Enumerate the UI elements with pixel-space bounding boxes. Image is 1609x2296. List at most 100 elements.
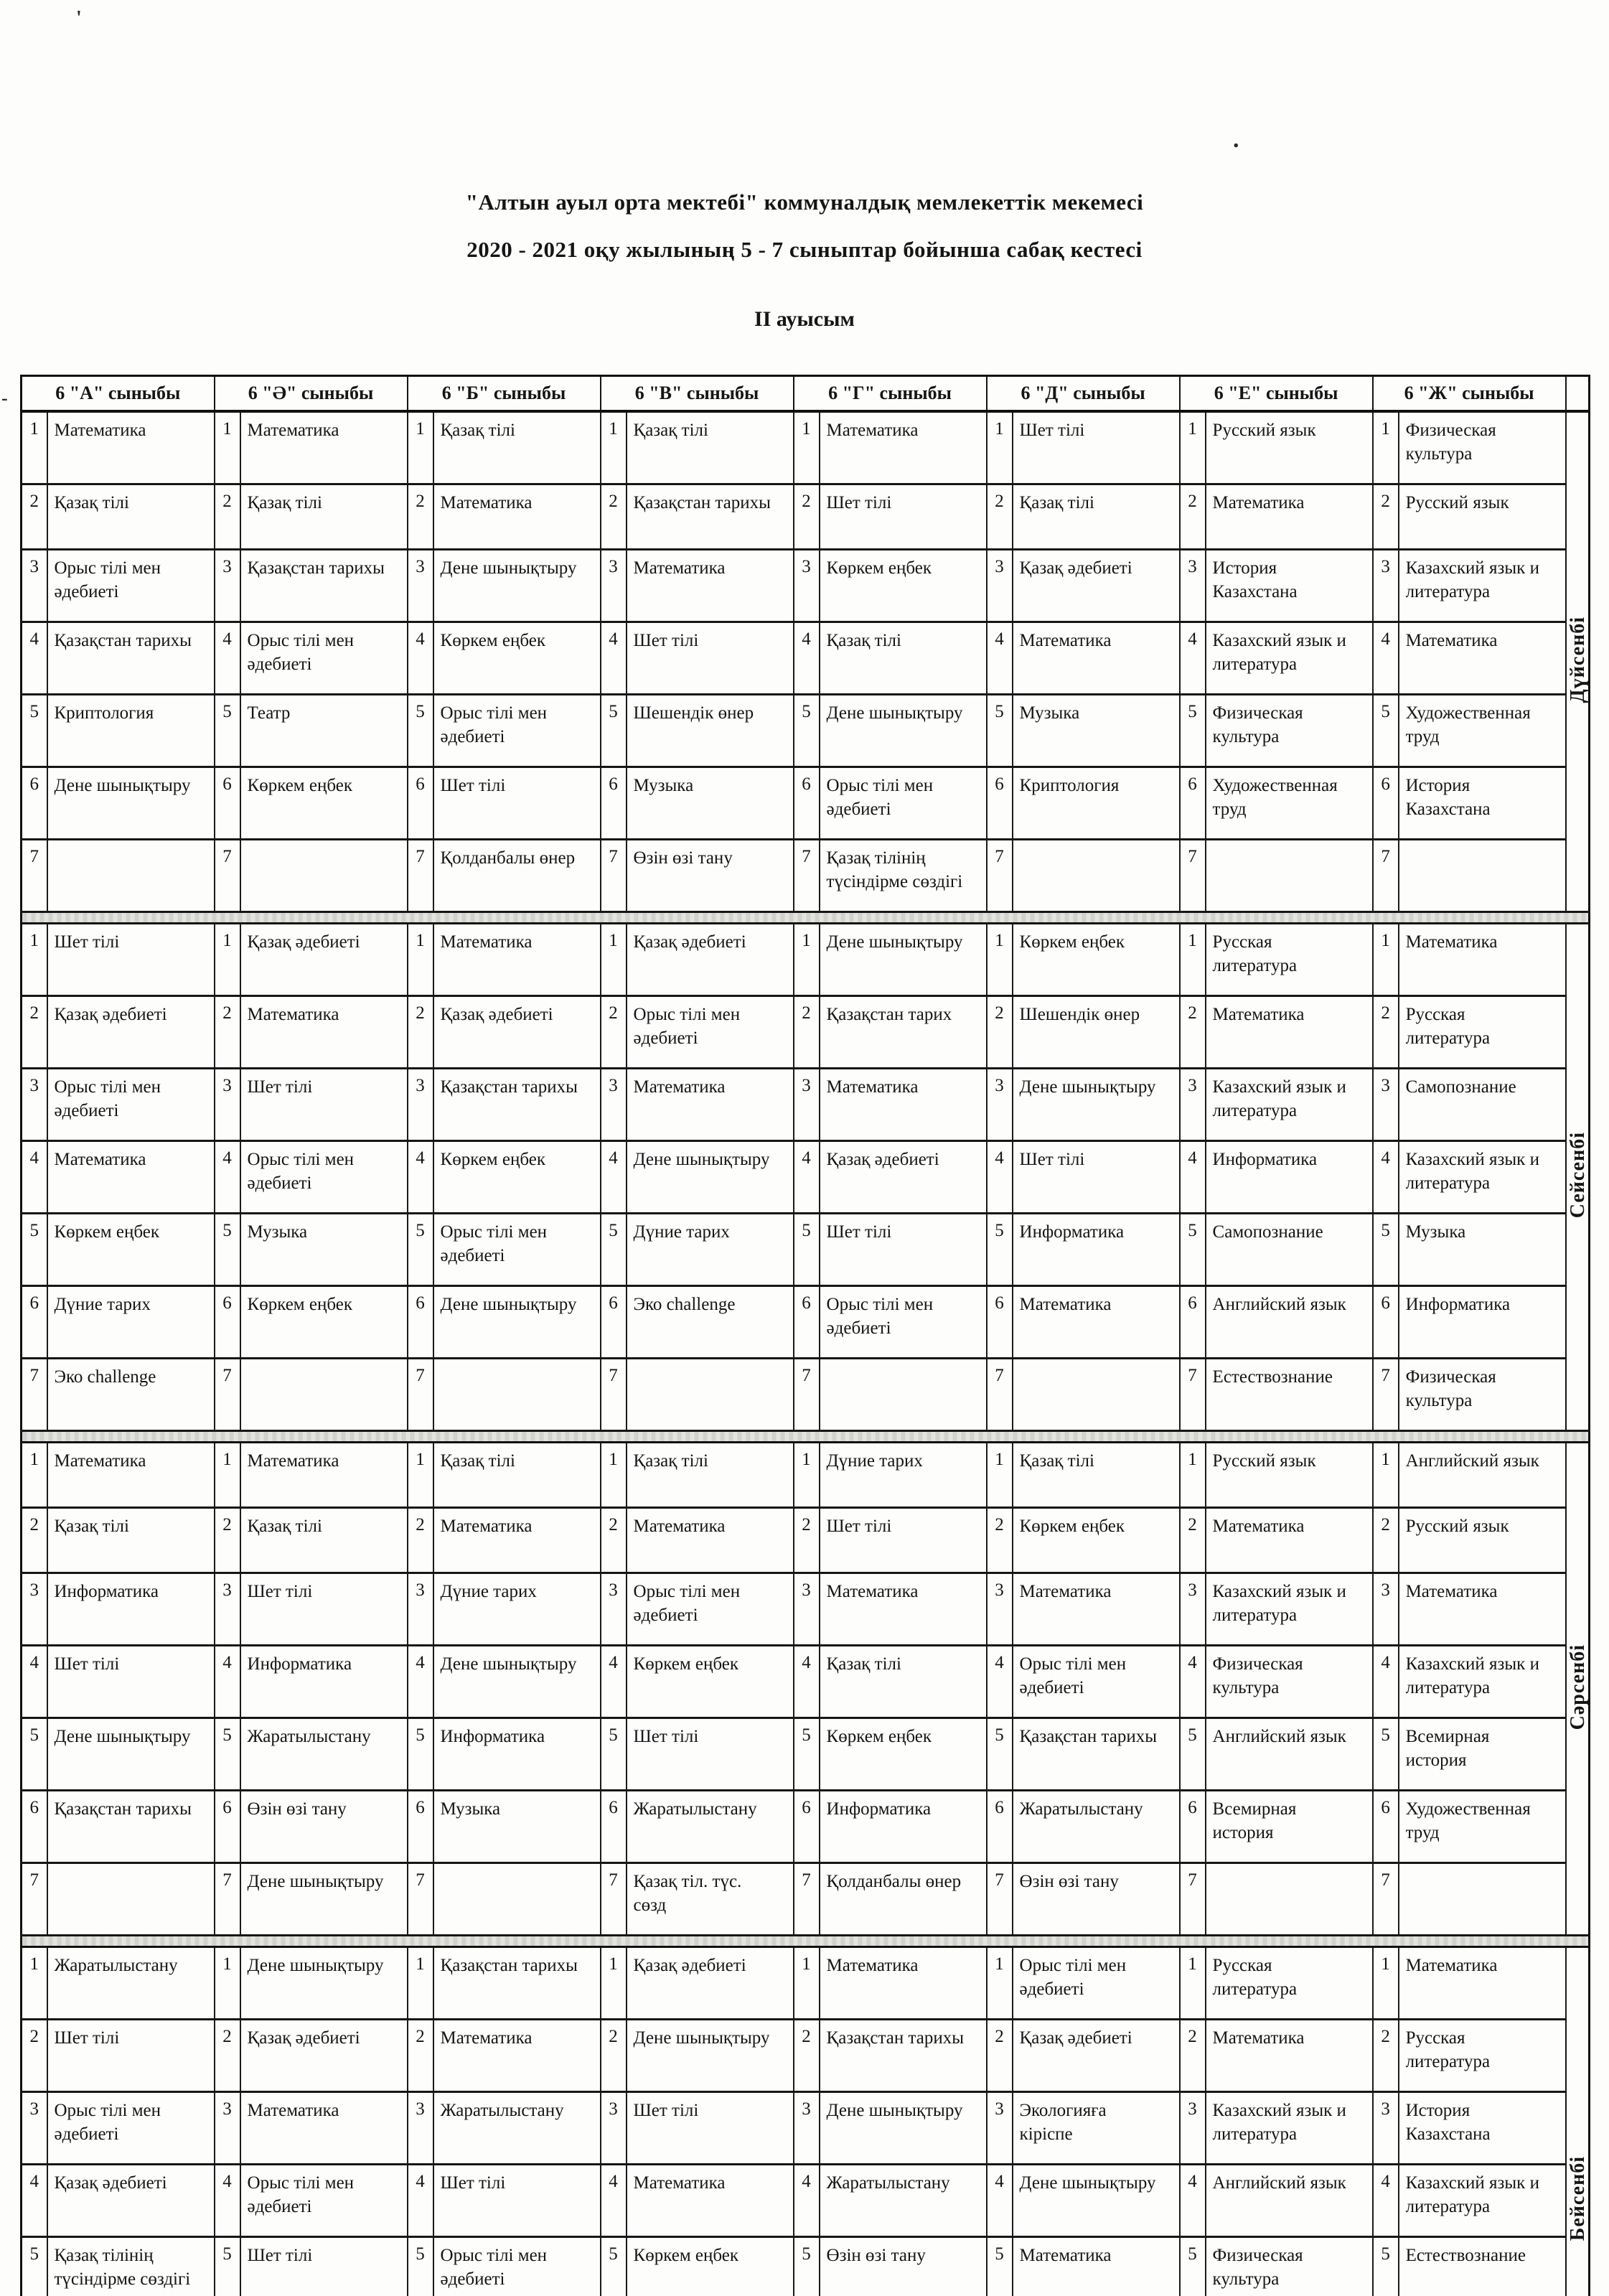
period-number: 2 bbox=[406, 483, 434, 550]
period-number: 2 bbox=[20, 995, 48, 1069]
subject-cell: Көркем еңбек bbox=[432, 621, 601, 695]
subject-cell: Дүние тарих bbox=[625, 1212, 794, 1287]
subject-cell: Көркем еңбек bbox=[239, 766, 408, 840]
header-row: 6 "А" сыныбы 6 "Ә" сыныбы 6 "Б" сыныбы 6 "В… bbox=[20, 375, 1590, 413]
subject-cell: Математика bbox=[1011, 621, 1181, 695]
period-number: 3 bbox=[985, 548, 1013, 623]
period-number: 5 bbox=[1178, 1212, 1206, 1287]
period-number: 7 bbox=[792, 1357, 820, 1432]
subject-cell: Шет тілі bbox=[1011, 411, 1181, 485]
subject-cell: Дүние тарих bbox=[818, 1441, 988, 1509]
period-number: 6 bbox=[985, 1789, 1013, 1864]
subject-cell bbox=[1397, 838, 1567, 913]
period-number: 5 bbox=[985, 1717, 1013, 1791]
subject-cell: Эко challenge bbox=[46, 1357, 215, 1432]
period-number: 3 bbox=[985, 1067, 1013, 1142]
subject-cell: Орыс тілі мен әдебиеті bbox=[46, 548, 215, 623]
period-number: 1 bbox=[20, 1441, 48, 1509]
period-number: 1 bbox=[792, 411, 820, 485]
period-number: 7 bbox=[213, 1357, 241, 1432]
subject-cell: Художественная труд bbox=[1397, 1789, 1567, 1864]
document-title-line1: "Алтын ауыл орта мектебі" коммуналдық ме… bbox=[465, 189, 1144, 215]
subject-cell: Шешендік өнер bbox=[1011, 995, 1181, 1069]
lesson-row: 4 Қазақстан тарихы 4 Орыс тілі мен әдебиеті… bbox=[20, 621, 1590, 695]
subject-cell: Қазақстан тарихы bbox=[46, 621, 215, 695]
subject-cell: Математика bbox=[1397, 1572, 1567, 1646]
period-number: 5 bbox=[1371, 1212, 1399, 1287]
subject-cell bbox=[239, 1357, 408, 1432]
period-number: 5 bbox=[406, 1717, 434, 1791]
period-number: 6 bbox=[985, 766, 1013, 840]
subject-cell: Всемирная история bbox=[1204, 1789, 1374, 1864]
subject-cell: Математика bbox=[625, 1507, 794, 1574]
subject-cell: Математика bbox=[1204, 1507, 1374, 1574]
period-number: 2 bbox=[1178, 483, 1206, 550]
period-number: 4 bbox=[1371, 2163, 1399, 2238]
subject-cell: Қазақстан тарихы bbox=[432, 1946, 601, 2020]
subject-cell: Казахский язык и литература bbox=[1397, 1140, 1567, 1214]
period-number: 4 bbox=[20, 1644, 48, 1719]
period-number: 4 bbox=[985, 2163, 1013, 2238]
period-number: 3 bbox=[20, 1572, 48, 1646]
period-number: 4 bbox=[213, 1140, 241, 1214]
shift-label: ІІ ауысым bbox=[754, 307, 855, 331]
subject-cell: Шет тілі bbox=[239, 1067, 408, 1142]
lesson-row: 2 Қазақ тілі 2 Қазақ тілі 2 Математика 2 Қазақс… bbox=[20, 483, 1590, 550]
lesson-row: 4 Қазақ әдебиеті 4 Орыс тілі мен әдебиеті 4 Ш… bbox=[20, 2163, 1590, 2238]
subject-cell: Физическая культура bbox=[1204, 1644, 1374, 1719]
period-number: 7 bbox=[792, 1862, 820, 1936]
subject-cell: Эко challenge bbox=[625, 1285, 794, 1359]
period-number: 7 bbox=[213, 838, 241, 913]
period-number: 1 bbox=[792, 1441, 820, 1509]
subject-cell: Математика bbox=[625, 548, 794, 623]
subject-cell: Математика bbox=[1204, 483, 1374, 550]
scan-artifact: . bbox=[1233, 126, 1239, 153]
period-number: 2 bbox=[20, 2018, 48, 2093]
subject-cell: Театр bbox=[239, 693, 408, 768]
subject-cell: Информатика bbox=[818, 1789, 988, 1864]
subject-cell: Самопознание bbox=[1204, 1212, 1374, 1287]
period-number: 5 bbox=[20, 2236, 48, 2296]
subject-cell: Русская литература bbox=[1397, 995, 1567, 1069]
period-number: 7 bbox=[406, 1862, 434, 1936]
period-number: 3 bbox=[406, 1572, 434, 1646]
lesson-row: 5 Дене шынықтыру 5 Жаратылыстану 5 Информатик… bbox=[20, 1717, 1590, 1791]
period-number: 1 bbox=[985, 922, 1013, 997]
lesson-row: 1 Математика 1 Математика 1 Қазақ тілі 1 Қазақ … bbox=[20, 411, 1590, 913]
subject-cell bbox=[432, 1357, 601, 1432]
period-number: 5 bbox=[406, 2236, 434, 2296]
period-number: 5 bbox=[1178, 2236, 1206, 2296]
subject-cell: Дүние тарих bbox=[46, 1285, 215, 1359]
lesson-row: 4 Математика 4 Орыс тілі мен әдебиеті 4 Көрке… bbox=[20, 1140, 1590, 1214]
period-number: 4 bbox=[213, 2163, 241, 2238]
period-number: 2 bbox=[985, 2018, 1013, 2093]
subject-cell: Информатика bbox=[1204, 1140, 1374, 1214]
period-number: 1 bbox=[1178, 411, 1206, 485]
subject-cell: Қазақ тілі bbox=[432, 411, 601, 485]
subject-cell: Қазақ тілі bbox=[1011, 483, 1181, 550]
period-number: 6 bbox=[1371, 766, 1399, 840]
subject-cell: Дүние тарих bbox=[432, 1572, 601, 1646]
subject-cell bbox=[1011, 1357, 1181, 1432]
subject-cell: Математика bbox=[818, 1946, 988, 2020]
period-number: 1 bbox=[599, 922, 627, 997]
subject-cell: Жаратылыстану bbox=[1011, 1789, 1181, 1864]
lesson-row: 7 7 Дене шынықтыру 7 7 Қазақ тіл. түс. сөзд 7 Қ… bbox=[20, 1862, 1590, 1936]
lesson-row: 3 Орыс тілі мен әдебиеті 3 Қазақстан тарихы… bbox=[20, 548, 1590, 623]
period-number: 1 bbox=[985, 1946, 1013, 2020]
period-number: 2 bbox=[985, 483, 1013, 550]
subject-cell: Қазақ әдебиеті bbox=[625, 1946, 794, 2020]
period-number: 4 bbox=[792, 1140, 820, 1214]
subject-cell: Казахский язык и литература bbox=[1204, 621, 1374, 695]
period-number: 6 bbox=[213, 1285, 241, 1359]
subject-cell: Дене шынықтыру bbox=[239, 1946, 408, 2020]
subject-cell: Қазақ әдебиеті bbox=[46, 995, 215, 1069]
lesson-row: 6 Дүние тарих 6 Көркем еңбек 6 Дене шынықтыру… bbox=[20, 1285, 1590, 1359]
period-number: 3 bbox=[213, 2091, 241, 2165]
period-number: 7 bbox=[599, 1862, 627, 1936]
subject-cell: Русская литература bbox=[1204, 922, 1374, 997]
period-number: 1 bbox=[406, 1946, 434, 2020]
period-number: 3 bbox=[406, 1067, 434, 1142]
scan-artifact: - bbox=[1, 388, 8, 408]
period-number: 3 bbox=[1371, 2091, 1399, 2165]
